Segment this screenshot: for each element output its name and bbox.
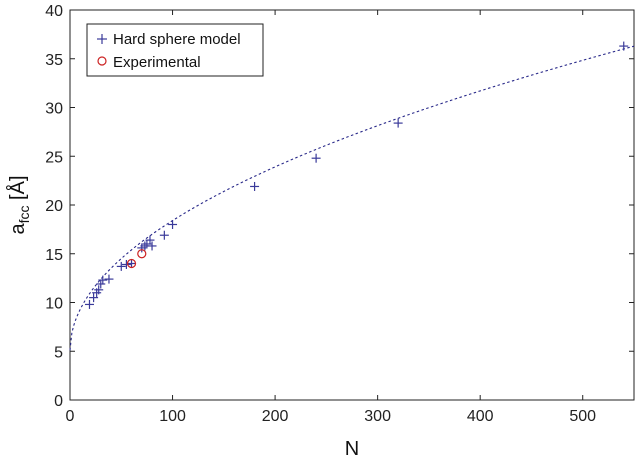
x-tick-label: 100	[159, 408, 186, 425]
y-tick-label: 20	[45, 198, 63, 215]
legend-label-experimental: Experimental	[113, 54, 201, 71]
hard-sphere-point	[311, 153, 321, 163]
legend: Hard sphere model Experimental	[86, 23, 264, 77]
hard-sphere-point	[116, 261, 126, 271]
legend-marker-circle	[97, 56, 107, 66]
y-tick-label: 35	[45, 52, 63, 69]
y-axis-label: afcc [Å]	[6, 175, 32, 234]
x-axis-label: N	[345, 438, 359, 460]
experimental-point	[126, 258, 137, 269]
x-tick-label: 0	[66, 408, 75, 425]
hard-sphere-point	[98, 275, 108, 285]
x-tick-label: 400	[467, 408, 494, 425]
experimental-point	[137, 249, 147, 259]
legend-box	[86, 23, 264, 77]
hard-sphere-point	[619, 41, 629, 51]
hard-sphere-point	[84, 299, 94, 309]
y-tick-label: 5	[54, 344, 63, 361]
hard-sphere-point	[96, 279, 106, 289]
hard-sphere-point	[147, 241, 157, 251]
y-axis-label-sub: fcc	[16, 206, 32, 224]
fit-curve-layer	[69, 45, 635, 351]
hard-sphere-point	[121, 259, 131, 269]
legend-marker-plus	[97, 34, 107, 44]
legend-label-hard-sphere: Hard sphere model	[113, 31, 241, 48]
y-axis-label-main: a	[7, 223, 29, 235]
data-points-layer	[84, 41, 629, 309]
y-tick-label: 25	[45, 149, 63, 166]
x-tick-label: 500	[569, 408, 596, 425]
y-tick-label: 10	[45, 296, 63, 313]
axis-ticks-layer: 0 100 200 300 400 500 0 5 10 15 20 25 30 35 40	[45, 3, 634, 425]
hard-sphere-point	[127, 259, 137, 268]
x-tick-label: 200	[262, 408, 289, 425]
x-tick-label: 300	[364, 408, 391, 425]
hard-sphere-point	[145, 235, 155, 245]
hard-sphere-point	[89, 293, 99, 303]
fit-curve	[69, 45, 635, 351]
y-tick-label: 0	[54, 393, 63, 410]
hard-sphere-point	[393, 118, 403, 128]
hard-sphere-point	[159, 230, 169, 240]
hard-sphere-point	[250, 181, 260, 191]
hard-sphere-point	[94, 285, 104, 295]
y-tick-label: 15	[45, 247, 63, 264]
y-axis-label-unit: [Å]	[6, 175, 29, 205]
y-tick-label: 40	[45, 3, 63, 20]
hard-sphere-point	[168, 220, 178, 229]
hard-sphere-point	[104, 274, 114, 284]
y-tick-label: 30	[45, 101, 63, 118]
